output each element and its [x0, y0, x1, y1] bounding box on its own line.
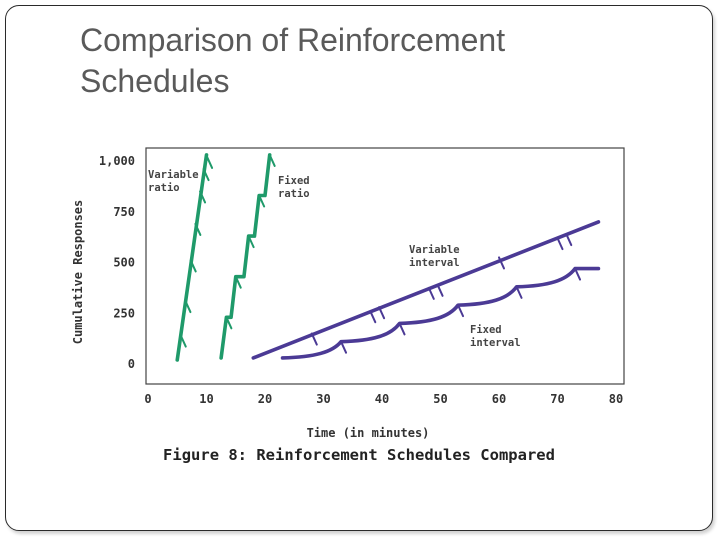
x-tick-label: 70	[550, 392, 564, 406]
series-line-variable-ratio	[175, 153, 209, 362]
reinforcement-mark	[199, 190, 207, 204]
x-tick-label: 10	[199, 392, 213, 406]
x-tick-label: 60	[492, 392, 506, 406]
reinforcement-mark	[378, 306, 386, 320]
x-tick-label: 40	[375, 392, 389, 406]
plot-area	[145, 147, 625, 385]
series-label-fixed-ratio: Fixed ratio	[278, 175, 310, 200]
x-tick-label: 30	[316, 392, 330, 406]
series-label-line: Fixed	[470, 324, 502, 336]
series-label-variable-interval: Variable interval	[409, 244, 460, 269]
tick-layer: 0 10 20 30 40 50 60 70 80 0 250 500 750 1,000	[99, 154, 623, 406]
reinforcement-mark	[457, 304, 465, 318]
series-line-variable-interval	[251, 220, 601, 360]
series-line-fixed-ratio	[219, 153, 272, 360]
series-label-line: interval	[409, 257, 460, 269]
series-line-fixed-interval	[280, 266, 601, 360]
reinforcement-mark	[398, 322, 406, 336]
reinforcement-mark	[194, 222, 202, 236]
series-label-variable-ratio: Variable ratio	[148, 169, 199, 194]
slide-title: Comparison of Reinforcement Schedules	[80, 22, 506, 99]
reinforcement-mark	[179, 334, 187, 348]
reinforcement-mark	[268, 153, 276, 167]
series-label-line: interval	[470, 337, 521, 349]
series-label-line: ratio	[278, 188, 310, 200]
x-tick-label: 80	[609, 392, 623, 406]
y-tick-label: 1,000	[99, 154, 135, 168]
reinforcement-mark	[565, 233, 573, 247]
reinforcement-mark	[247, 235, 255, 249]
y-tick-label: 750	[113, 205, 135, 219]
x-axis-label: Time (in minutes)	[307, 426, 430, 440]
reinforcement-mark	[427, 286, 435, 300]
x-tick-label: 20	[258, 392, 272, 406]
y-tick-label: 0	[128, 357, 135, 371]
series-label-line: Variable	[148, 169, 199, 181]
reinforcement-mark	[340, 340, 348, 354]
reinforcement-mark	[369, 310, 377, 324]
reinforcement-mark	[258, 194, 266, 208]
series-label-fixed-interval: Fixed interval	[470, 324, 521, 349]
reinforcement-mark	[234, 275, 242, 289]
series-label-line: Variable	[409, 244, 460, 256]
series-layer	[175, 153, 601, 362]
x-tick-label: 0	[144, 392, 151, 406]
series-label-line: Fixed	[278, 175, 310, 187]
reinforcement-mark	[436, 283, 444, 297]
figure-caption: Figure 8: Reinforcement Schedules Compar…	[163, 446, 555, 464]
reinforcement-mark	[206, 155, 214, 169]
y-axis-label: Cumulative Responses	[71, 200, 85, 345]
series-label-line: ratio	[148, 182, 180, 194]
reinforcement-mark	[202, 168, 210, 182]
y-tick-label: 250	[113, 306, 135, 320]
reinforcement-mark	[498, 256, 505, 270]
x-tick-label: 50	[433, 392, 447, 406]
reinforcement-mark	[225, 316, 233, 330]
reinforcement-mark	[574, 267, 582, 281]
reinforcement-mark	[556, 237, 564, 251]
reinforcement-mark	[515, 285, 523, 299]
y-tick-label: 500	[113, 256, 135, 270]
reinforcement-mark	[189, 259, 197, 273]
reinforcement-mark	[310, 332, 318, 346]
reinforcement-mark	[184, 300, 192, 314]
